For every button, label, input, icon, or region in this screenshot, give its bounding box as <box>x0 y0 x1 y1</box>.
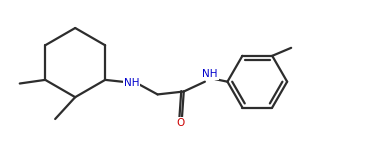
Text: O: O <box>177 118 185 128</box>
Text: NH: NH <box>123 78 139 88</box>
Text: NH: NH <box>202 69 218 79</box>
